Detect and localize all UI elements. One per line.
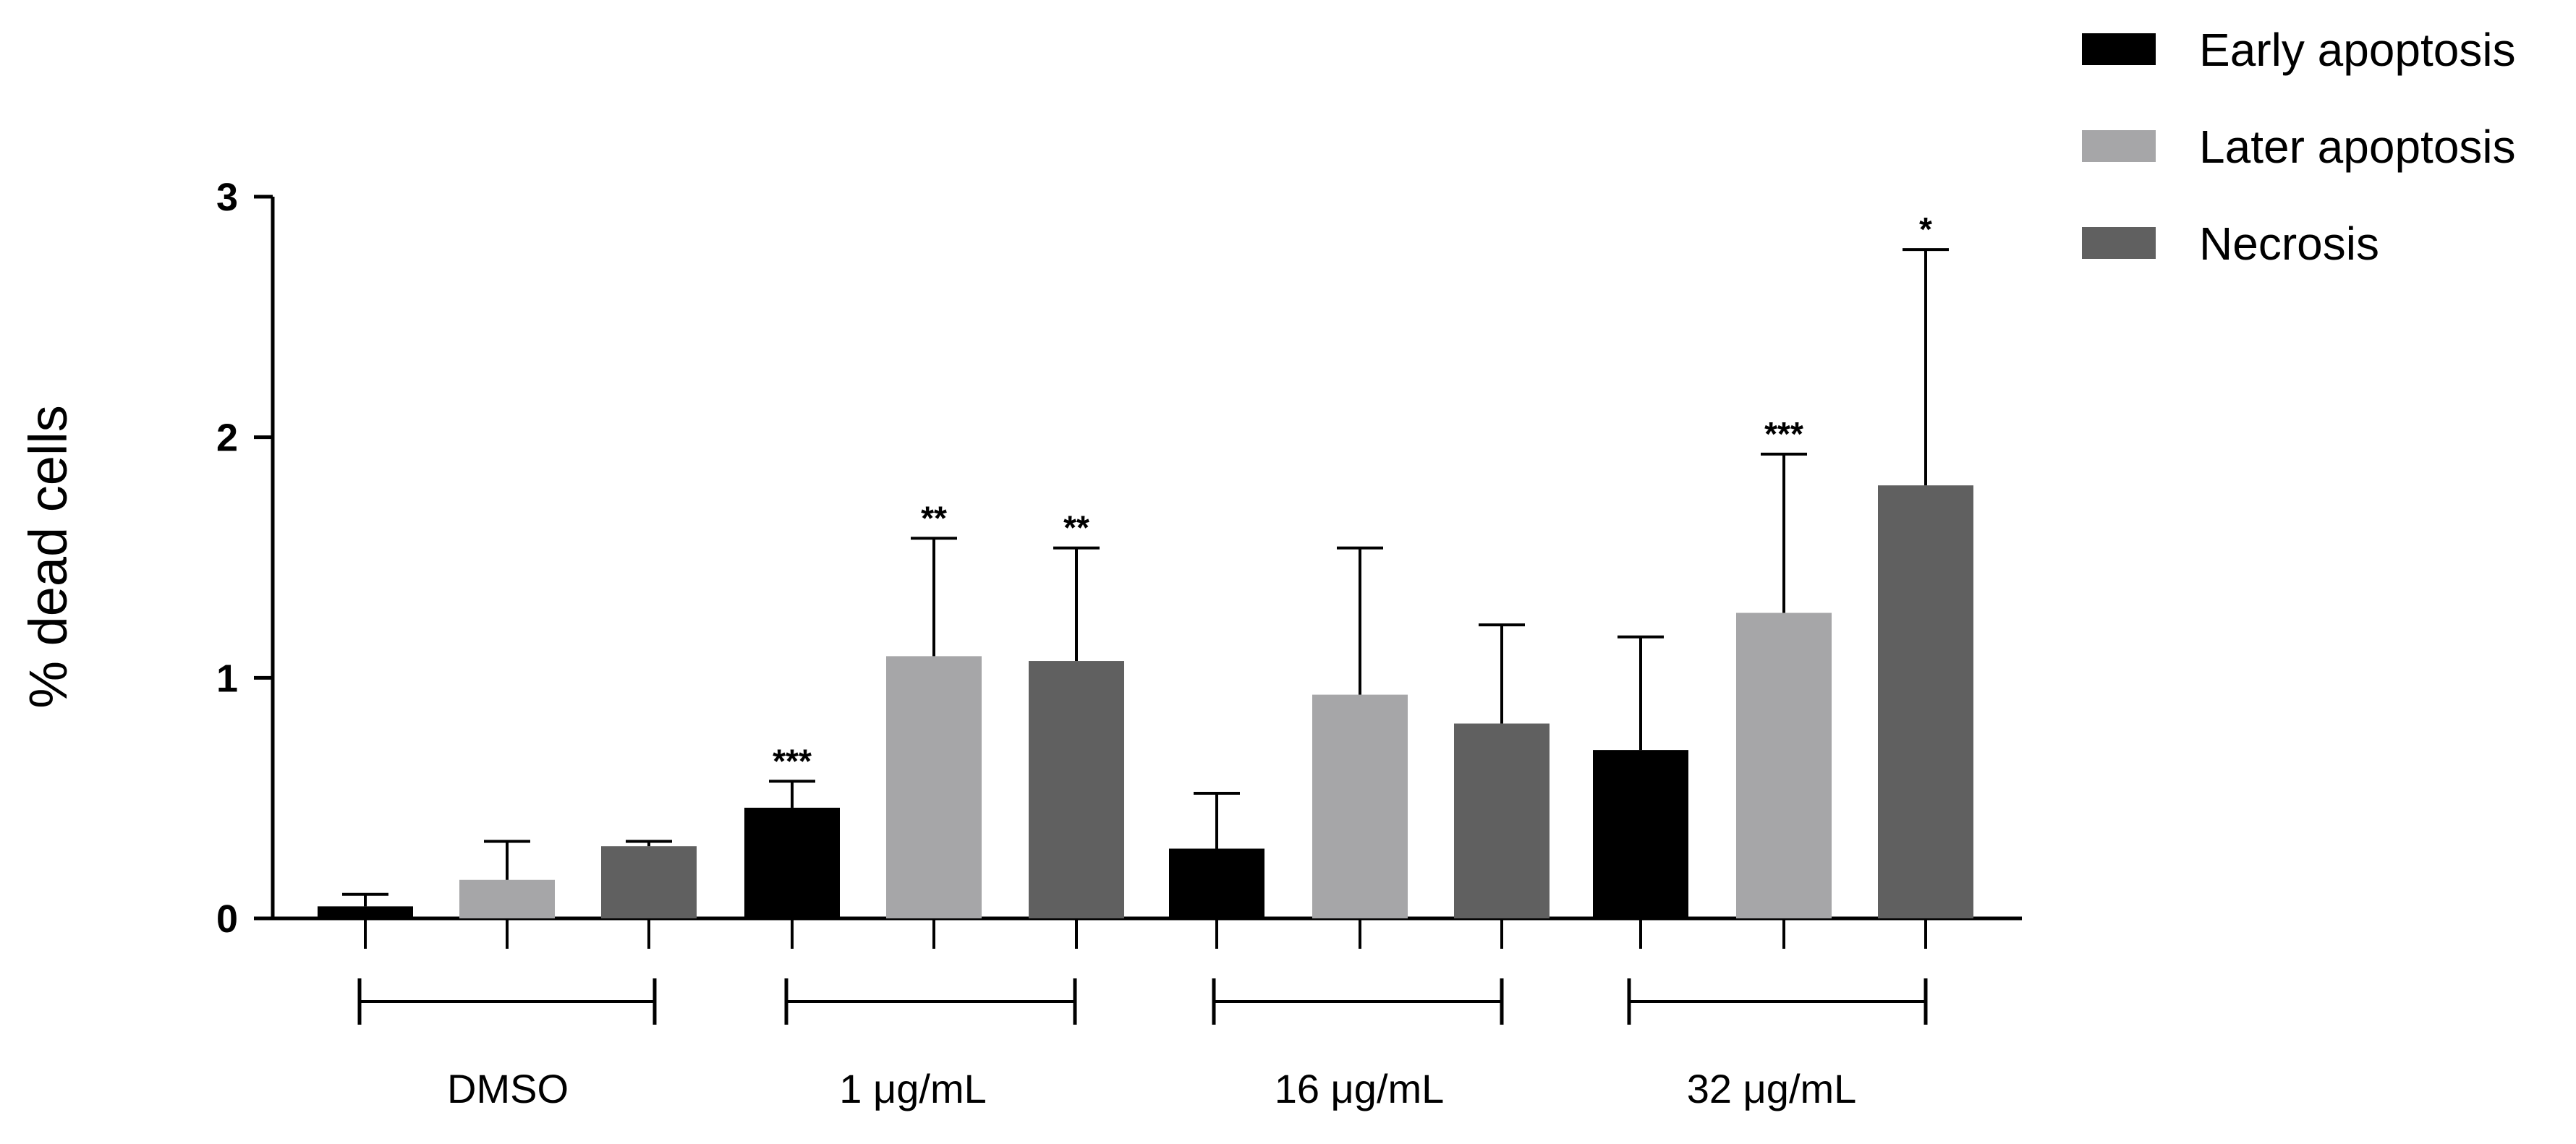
y-tick-label: 1 xyxy=(216,657,238,700)
bar xyxy=(744,807,840,918)
legend-label: Necrosis xyxy=(2199,218,2379,270)
bar xyxy=(459,879,555,918)
significance-label: ** xyxy=(1063,509,1089,547)
legend-label: Later apoptosis xyxy=(2199,121,2516,173)
legend-swatch xyxy=(2082,33,2156,65)
legend-swatch xyxy=(2082,227,2156,259)
legend: Early apoptosis Later apoptosis Necrosis xyxy=(2082,24,2516,270)
bar xyxy=(1736,612,1832,918)
group-label: 32 μg/mL xyxy=(1687,1066,1857,1111)
bar xyxy=(1454,723,1550,918)
error-bars xyxy=(342,248,1949,907)
legend-swatch xyxy=(2082,130,2156,162)
significance-labels: *********** xyxy=(773,210,1932,780)
significance-label: *** xyxy=(1764,415,1803,453)
group-label: DMSO xyxy=(447,1066,569,1111)
bar xyxy=(886,656,982,918)
bar xyxy=(1593,750,1688,918)
significance-label: * xyxy=(1919,210,1932,248)
group-brackets: DMSO 1 μg/mL 16 μg/mL 32 μg/mL xyxy=(357,978,1928,1111)
group-label: 16 μg/mL xyxy=(1275,1066,1445,1111)
y-tick-label: 3 xyxy=(216,176,238,219)
y-tick-label: 2 xyxy=(216,417,238,460)
legend-label: Early apoptosis xyxy=(2199,24,2516,76)
bar xyxy=(601,846,697,918)
bar xyxy=(318,906,413,918)
bar xyxy=(1312,694,1408,918)
y-tick-label: 0 xyxy=(216,897,238,941)
bar xyxy=(1029,661,1124,918)
group-label: 1 μg/mL xyxy=(839,1066,986,1111)
y-axis-label: % dead cells xyxy=(18,405,78,709)
x-ticks xyxy=(364,918,1927,949)
bar xyxy=(1169,848,1264,918)
bars xyxy=(318,485,1973,918)
significance-label: *** xyxy=(773,742,812,780)
bar xyxy=(1878,485,1973,918)
significance-label: ** xyxy=(921,499,947,537)
y-ticks: 0 1 2 3 xyxy=(216,176,273,941)
